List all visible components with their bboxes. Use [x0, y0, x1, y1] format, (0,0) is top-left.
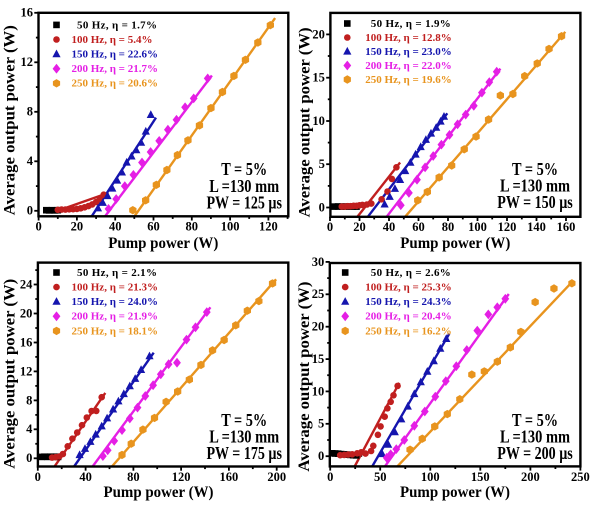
svg-text:0: 0 — [35, 470, 41, 484]
svg-text:100: 100 — [221, 220, 240, 234]
svg-text:4: 4 — [27, 154, 34, 168]
svg-text:5: 5 — [319, 157, 325, 171]
svg-text:20: 20 — [353, 220, 366, 234]
svg-text:PW = 175 µs: PW = 175 µs — [206, 443, 282, 463]
svg-text:150 Hz, η = 24.3%: 150 Hz, η = 24.3% — [365, 296, 451, 308]
svg-text:100 Hz, η = 12.8%: 100 Hz, η = 12.8% — [365, 32, 451, 44]
svg-text:Average output power (W): Average output power (W) — [296, 282, 313, 472]
svg-text:250: 250 — [571, 470, 590, 484]
svg-text:Average output power (W): Average output power (W) — [2, 25, 19, 215]
svg-text:20: 20 — [71, 220, 84, 234]
svg-text:50: 50 — [374, 470, 387, 484]
svg-text:PW = 200 µs: PW = 200 µs — [497, 443, 573, 463]
svg-text:50 Hz, η = 2.6%: 50 Hz, η = 2.6% — [371, 267, 451, 279]
svg-text:200 Hz, η = 22.0%: 200 Hz, η = 22.0% — [365, 60, 451, 72]
svg-text:200: 200 — [521, 470, 540, 484]
svg-text:0: 0 — [318, 449, 324, 463]
svg-text:160: 160 — [220, 470, 239, 484]
svg-text:8: 8 — [27, 105, 33, 119]
svg-text:40: 40 — [383, 220, 396, 234]
svg-text:Average output power (W): Average output power (W) — [296, 27, 313, 217]
svg-text:150 Hz, η = 22.6%: 150 Hz, η = 22.6% — [72, 49, 158, 61]
svg-text:120: 120 — [498, 220, 517, 234]
svg-text:50 Hz, η = 1.7%: 50 Hz, η = 1.7% — [77, 19, 157, 31]
svg-text:60: 60 — [412, 220, 425, 234]
svg-text:0: 0 — [27, 204, 33, 218]
svg-text:40: 40 — [109, 220, 122, 234]
svg-text:20: 20 — [312, 27, 325, 41]
svg-text:80: 80 — [127, 470, 140, 484]
svg-text:160: 160 — [557, 220, 576, 234]
svg-text:120: 120 — [172, 470, 191, 484]
svg-text:100: 100 — [468, 220, 487, 234]
svg-text:10: 10 — [312, 384, 325, 398]
svg-text:8: 8 — [26, 393, 32, 407]
svg-text:5: 5 — [318, 417, 324, 431]
svg-text:250 Hz, η = 16.2%: 250 Hz, η = 16.2% — [365, 325, 451, 337]
svg-text:200 Hz, η = 20.4%: 200 Hz, η = 20.4% — [365, 311, 451, 323]
svg-text:16: 16 — [21, 6, 34, 20]
svg-text:200: 200 — [267, 470, 286, 484]
svg-text:100: 100 — [421, 470, 440, 484]
svg-text:Pump power (W): Pump power (W) — [400, 235, 510, 252]
svg-text:0: 0 — [327, 470, 333, 484]
svg-text:80: 80 — [442, 220, 455, 234]
svg-text:60: 60 — [147, 220, 160, 234]
svg-text:0: 0 — [26, 451, 32, 465]
svg-text:200 Hz, η = 21.7%: 200 Hz, η = 21.7% — [72, 63, 158, 75]
svg-text:250 Hz, η = 20.6%: 250 Hz, η = 20.6% — [72, 78, 158, 90]
svg-text:50 Hz, η = 1.9%: 50 Hz, η = 1.9% — [371, 18, 451, 30]
svg-text:150 Hz, η = 23.0%: 150 Hz, η = 23.0% — [365, 46, 451, 58]
svg-text:100 Hz, η = 21.3%: 100 Hz, η = 21.3% — [72, 282, 158, 294]
svg-text:200 Hz, η = 21.9%: 200 Hz, η = 21.9% — [72, 311, 158, 323]
svg-text:Pump power (W): Pump power (W) — [400, 484, 510, 501]
svg-text:PW = 125 µs: PW = 125 µs — [206, 192, 282, 212]
svg-text:24: 24 — [20, 277, 33, 291]
svg-text:20: 20 — [312, 320, 325, 334]
svg-text:140: 140 — [527, 220, 546, 234]
svg-text:12: 12 — [21, 55, 34, 69]
svg-text:Pump power (W): Pump power (W) — [108, 235, 218, 252]
svg-text:250 Hz, η = 19.6%: 250 Hz, η = 19.6% — [365, 74, 451, 86]
svg-text:120: 120 — [259, 220, 278, 234]
svg-text:4: 4 — [26, 422, 33, 436]
svg-text:Pump power (W): Pump power (W) — [104, 484, 214, 501]
svg-text:15: 15 — [312, 71, 325, 85]
svg-text:12: 12 — [20, 364, 33, 378]
svg-text:25: 25 — [312, 287, 325, 301]
svg-text:15: 15 — [312, 352, 325, 366]
svg-text:100 Hz, η = 25.3%: 100 Hz, η = 25.3% — [365, 282, 451, 294]
svg-text:PW = 150 µs: PW = 150 µs — [497, 192, 573, 212]
svg-text:80: 80 — [186, 220, 199, 234]
svg-text:40: 40 — [79, 470, 92, 484]
svg-text:10: 10 — [312, 114, 325, 128]
svg-text:20: 20 — [20, 306, 33, 320]
svg-text:0: 0 — [327, 220, 333, 234]
svg-text:250 Hz, η = 18.1%: 250 Hz, η = 18.1% — [72, 325, 158, 337]
svg-text:150 Hz, η = 24.0%: 150 Hz, η = 24.0% — [72, 296, 158, 308]
svg-text:30: 30 — [312, 255, 325, 269]
svg-text:0: 0 — [35, 220, 41, 234]
svg-text:16: 16 — [20, 335, 33, 349]
svg-text:100 Hz, η = 5.4%: 100 Hz, η = 5.4% — [72, 34, 153, 46]
svg-text:150: 150 — [471, 470, 490, 484]
svg-text:Average output power (W): Average output power (W) — [2, 279, 19, 469]
svg-text:50 Hz, η = 2.1%: 50 Hz, η = 2.1% — [77, 267, 157, 279]
svg-text:0: 0 — [319, 200, 325, 214]
